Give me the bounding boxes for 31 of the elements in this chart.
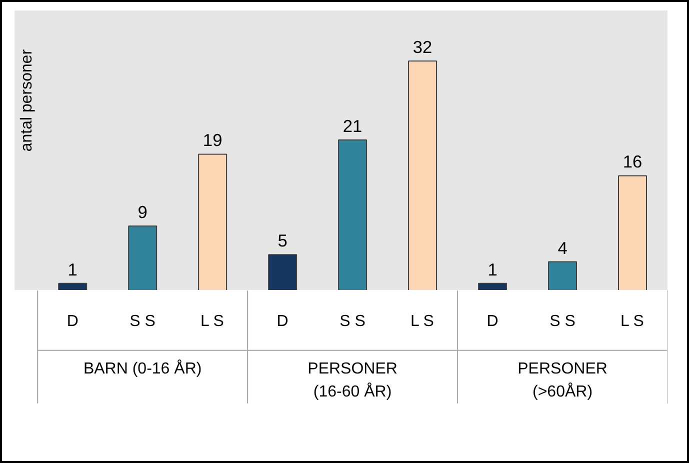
bar: [478, 282, 508, 290]
x-tick-label: PERSONER (16-60 ÅR): [308, 360, 398, 401]
text: L S: [410, 312, 434, 330]
x-tick-label: PERSONER (>60ÅR): [518, 360, 608, 401]
y-axis-title: antal personer: [18, 48, 36, 152]
bar: [128, 225, 158, 290]
text: S S: [550, 312, 576, 330]
bar: [268, 254, 298, 290]
data-label: 4: [558, 238, 568, 258]
bar: [198, 154, 228, 290]
text: S S: [340, 312, 366, 330]
series-label: L S: [200, 312, 224, 330]
data-label: 32: [412, 36, 432, 57]
text: D: [276, 312, 288, 330]
bar: [338, 139, 368, 290]
series-label: S S: [130, 312, 156, 330]
data-label: 21: [342, 116, 362, 136]
data-label: 1: [68, 259, 78, 280]
data-label: 19: [202, 130, 222, 150]
text: L S: [620, 312, 644, 330]
text: D: [486, 312, 498, 330]
bar: [548, 261, 578, 290]
bar: [408, 60, 438, 290]
data-label: 1: [488, 259, 498, 280]
bar: [58, 282, 88, 290]
bar: [618, 175, 648, 290]
data-label: 5: [278, 230, 288, 251]
data-label: 9: [138, 202, 148, 222]
data-label: 16: [622, 152, 642, 172]
x-tick-label: BARN (0-16 ÅR): [83, 360, 202, 378]
series-label: D: [66, 312, 78, 330]
